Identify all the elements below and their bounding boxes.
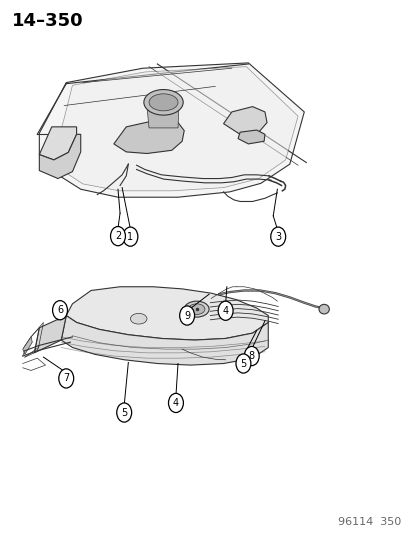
Polygon shape — [61, 316, 268, 365]
Text: 96114  350: 96114 350 — [337, 516, 401, 527]
Polygon shape — [39, 63, 304, 197]
Circle shape — [110, 227, 125, 246]
Circle shape — [218, 301, 233, 320]
Text: 2: 2 — [114, 231, 121, 241]
Circle shape — [59, 369, 74, 388]
Circle shape — [235, 354, 250, 373]
Text: 14–350: 14–350 — [12, 12, 84, 30]
Circle shape — [168, 393, 183, 413]
Polygon shape — [223, 107, 266, 134]
Text: 5: 5 — [121, 408, 127, 417]
Circle shape — [270, 227, 285, 246]
Ellipse shape — [184, 301, 209, 317]
Circle shape — [123, 227, 138, 246]
Ellipse shape — [318, 304, 329, 314]
Polygon shape — [237, 130, 264, 144]
Ellipse shape — [149, 94, 178, 111]
Circle shape — [179, 306, 194, 325]
Text: 7: 7 — [63, 374, 69, 383]
Polygon shape — [114, 120, 184, 154]
Text: 6: 6 — [57, 305, 63, 315]
Text: 8: 8 — [248, 351, 254, 361]
Polygon shape — [147, 107, 178, 128]
Polygon shape — [54, 67, 297, 191]
Text: 3: 3 — [275, 232, 280, 241]
Ellipse shape — [130, 313, 147, 324]
Circle shape — [52, 301, 67, 320]
Circle shape — [244, 346, 259, 366]
Text: 4: 4 — [173, 398, 178, 408]
Text: 4: 4 — [222, 306, 228, 316]
Polygon shape — [66, 287, 268, 340]
Ellipse shape — [188, 304, 204, 314]
Text: 5: 5 — [240, 359, 246, 368]
Polygon shape — [39, 127, 76, 160]
Circle shape — [116, 403, 131, 422]
Ellipse shape — [144, 90, 183, 115]
Polygon shape — [23, 337, 32, 354]
Polygon shape — [34, 316, 66, 353]
Polygon shape — [39, 134, 81, 179]
Text: 1: 1 — [127, 232, 133, 241]
Text: 9: 9 — [184, 311, 190, 320]
